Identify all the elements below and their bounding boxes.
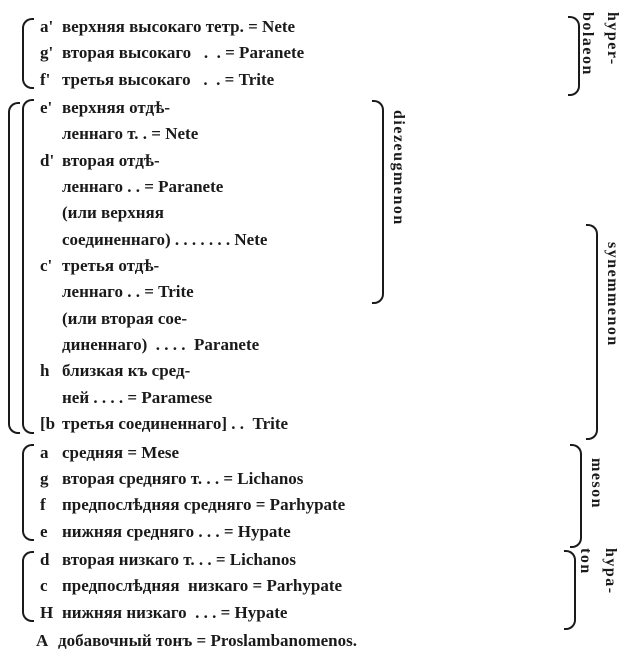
proslambanomenos-row: Aдобавочный тонъ = Proslambanomenos.	[36, 628, 632, 654]
row-text: соединеннаго) . . . . . . . Nete	[62, 227, 267, 253]
note-letter: f'	[40, 67, 62, 93]
note-letter: H	[40, 600, 62, 626]
note-letter: c'	[40, 253, 62, 279]
row-text: третья соединеннаго] . . Trite	[62, 411, 288, 437]
row: леннаго . . = Paranete	[40, 174, 632, 200]
row-text: вторая низкаго т. . . = Lichanos	[62, 547, 296, 573]
row-text: леннаго . . = Paranete	[62, 174, 223, 200]
row: fпредпослѣдняя средняго = Parhypate	[40, 492, 632, 518]
row: Hнижняя низкаго . . . = Hypate	[40, 600, 632, 626]
row: gвторая средняго т. . . = Lichanos	[40, 466, 632, 492]
row: леннаго . . = Trite	[40, 279, 632, 305]
note-letter: f	[40, 492, 62, 518]
row-text: вторая высокаго . . = Paranete	[62, 40, 304, 66]
row: eнижняя средняго . . . = Hypate	[40, 519, 632, 545]
note-letter: a'	[40, 14, 62, 40]
note-letter	[40, 200, 62, 226]
group-meson: aсредняя = Mese gвторая средняго т. . . …	[22, 440, 632, 545]
note-letter: g'	[40, 40, 62, 66]
outer-brace	[8, 102, 20, 434]
note-letter: g	[40, 466, 62, 492]
note-letter: e	[40, 519, 62, 545]
note-letter	[40, 227, 62, 253]
label-hypaton: hypa- ton	[572, 548, 622, 595]
note-letter: h	[40, 358, 62, 384]
row: c'третья отдѣ-	[40, 253, 632, 279]
note-letter	[40, 121, 62, 147]
note-letter: A	[36, 628, 58, 654]
brace-diezeugmenon	[372, 100, 384, 304]
note-letter: d	[40, 547, 62, 573]
label-meson: meson	[583, 458, 608, 509]
row-text: предпослѣдняя средняго = Parhypate	[62, 492, 345, 518]
row: (или вторая сое-	[40, 306, 632, 332]
note-letter: c	[40, 573, 62, 599]
label-diezeugmenon: diezeugmenon	[385, 110, 410, 226]
note-letter: d'	[40, 148, 62, 174]
brace-synemmenon	[586, 224, 598, 440]
row-text: третья отдѣ-	[62, 253, 159, 279]
brace-meson	[570, 444, 582, 548]
group-diezeugmenon: e'верхняя отдѣ- леннаго т. . = Nete d'вт…	[22, 95, 632, 437]
row-text: верхняя отдѣ-	[62, 95, 170, 121]
row-text: диненнаго) . . . . Paranete	[62, 332, 259, 358]
row-text: леннаго т. . = Nete	[62, 121, 198, 147]
row-text: нижняя низкаго . . . = Hypate	[62, 600, 287, 626]
label-synemmenon: synemmenon	[599, 242, 624, 347]
note-letter	[40, 279, 62, 305]
row: hблизкая къ сред-	[40, 358, 632, 384]
row: ней . . . . = Paramese	[40, 385, 632, 411]
note-letter: a	[40, 440, 62, 466]
row-text: ней . . . . = Paramese	[62, 385, 212, 411]
row-text: третья высокаго . . = Trite	[62, 67, 274, 93]
row: (или верхняя	[40, 200, 632, 226]
row-text: нижняя средняго . . . = Hypate	[62, 519, 291, 545]
note-letter	[40, 385, 62, 411]
note-letter: e'	[40, 95, 62, 121]
row-text: предпослѣдняя низкаго = Parhypate	[62, 573, 342, 599]
row-text: (или верхняя	[62, 200, 164, 226]
row-text: верхняя высокаго тетр. = Nete	[62, 14, 295, 40]
row-text: средняя = Mese	[62, 440, 179, 466]
group-hyperbolaeon: a'верхняя высокаго тетр. = Nete g'вторая…	[22, 14, 632, 93]
row-text: добавочный тонъ = Proslambanomenos.	[58, 628, 357, 654]
row: cпредпослѣдняя низкаго = Parhypate	[40, 573, 632, 599]
row: соединеннаго) . . . . . . . Nete	[40, 227, 632, 253]
row: dвторая низкаго т. . . = Lichanos	[40, 547, 632, 573]
note-letter: [b	[40, 411, 62, 437]
row: a'верхняя высокаго тетр. = Nete	[40, 14, 632, 40]
label-hyperbolaeon: hyper- bolaeon	[574, 12, 624, 76]
row-text: вторая отдѣ-	[62, 148, 160, 174]
row: леннаго т. . = Nete	[40, 121, 632, 147]
note-letter	[40, 332, 62, 358]
tetrachord-table: a'верхняя высокаго тетр. = Nete g'вторая…	[8, 14, 632, 654]
group-hypaton: dвторая низкаго т. . . = Lichanos cпредп…	[22, 547, 632, 626]
row-text: леннаго . . = Trite	[62, 279, 194, 305]
row-text: вторая средняго т. . . = Lichanos	[62, 466, 303, 492]
row: d'вторая отдѣ-	[40, 148, 632, 174]
row: e'верхняя отдѣ-	[40, 95, 632, 121]
row: [bтретья соединеннаго] . . Trite	[40, 411, 632, 437]
note-letter	[40, 174, 62, 200]
note-letter	[40, 306, 62, 332]
row-text: (или вторая сое-	[62, 306, 187, 332]
row: aсредняя = Mese	[40, 440, 632, 466]
row: g'вторая высокаго . . = Paranete	[40, 40, 632, 66]
row: f'третья высокаго . . = Trite	[40, 67, 632, 93]
row-text: близкая къ сред-	[62, 358, 190, 384]
row: диненнаго) . . . . Paranete	[40, 332, 632, 358]
